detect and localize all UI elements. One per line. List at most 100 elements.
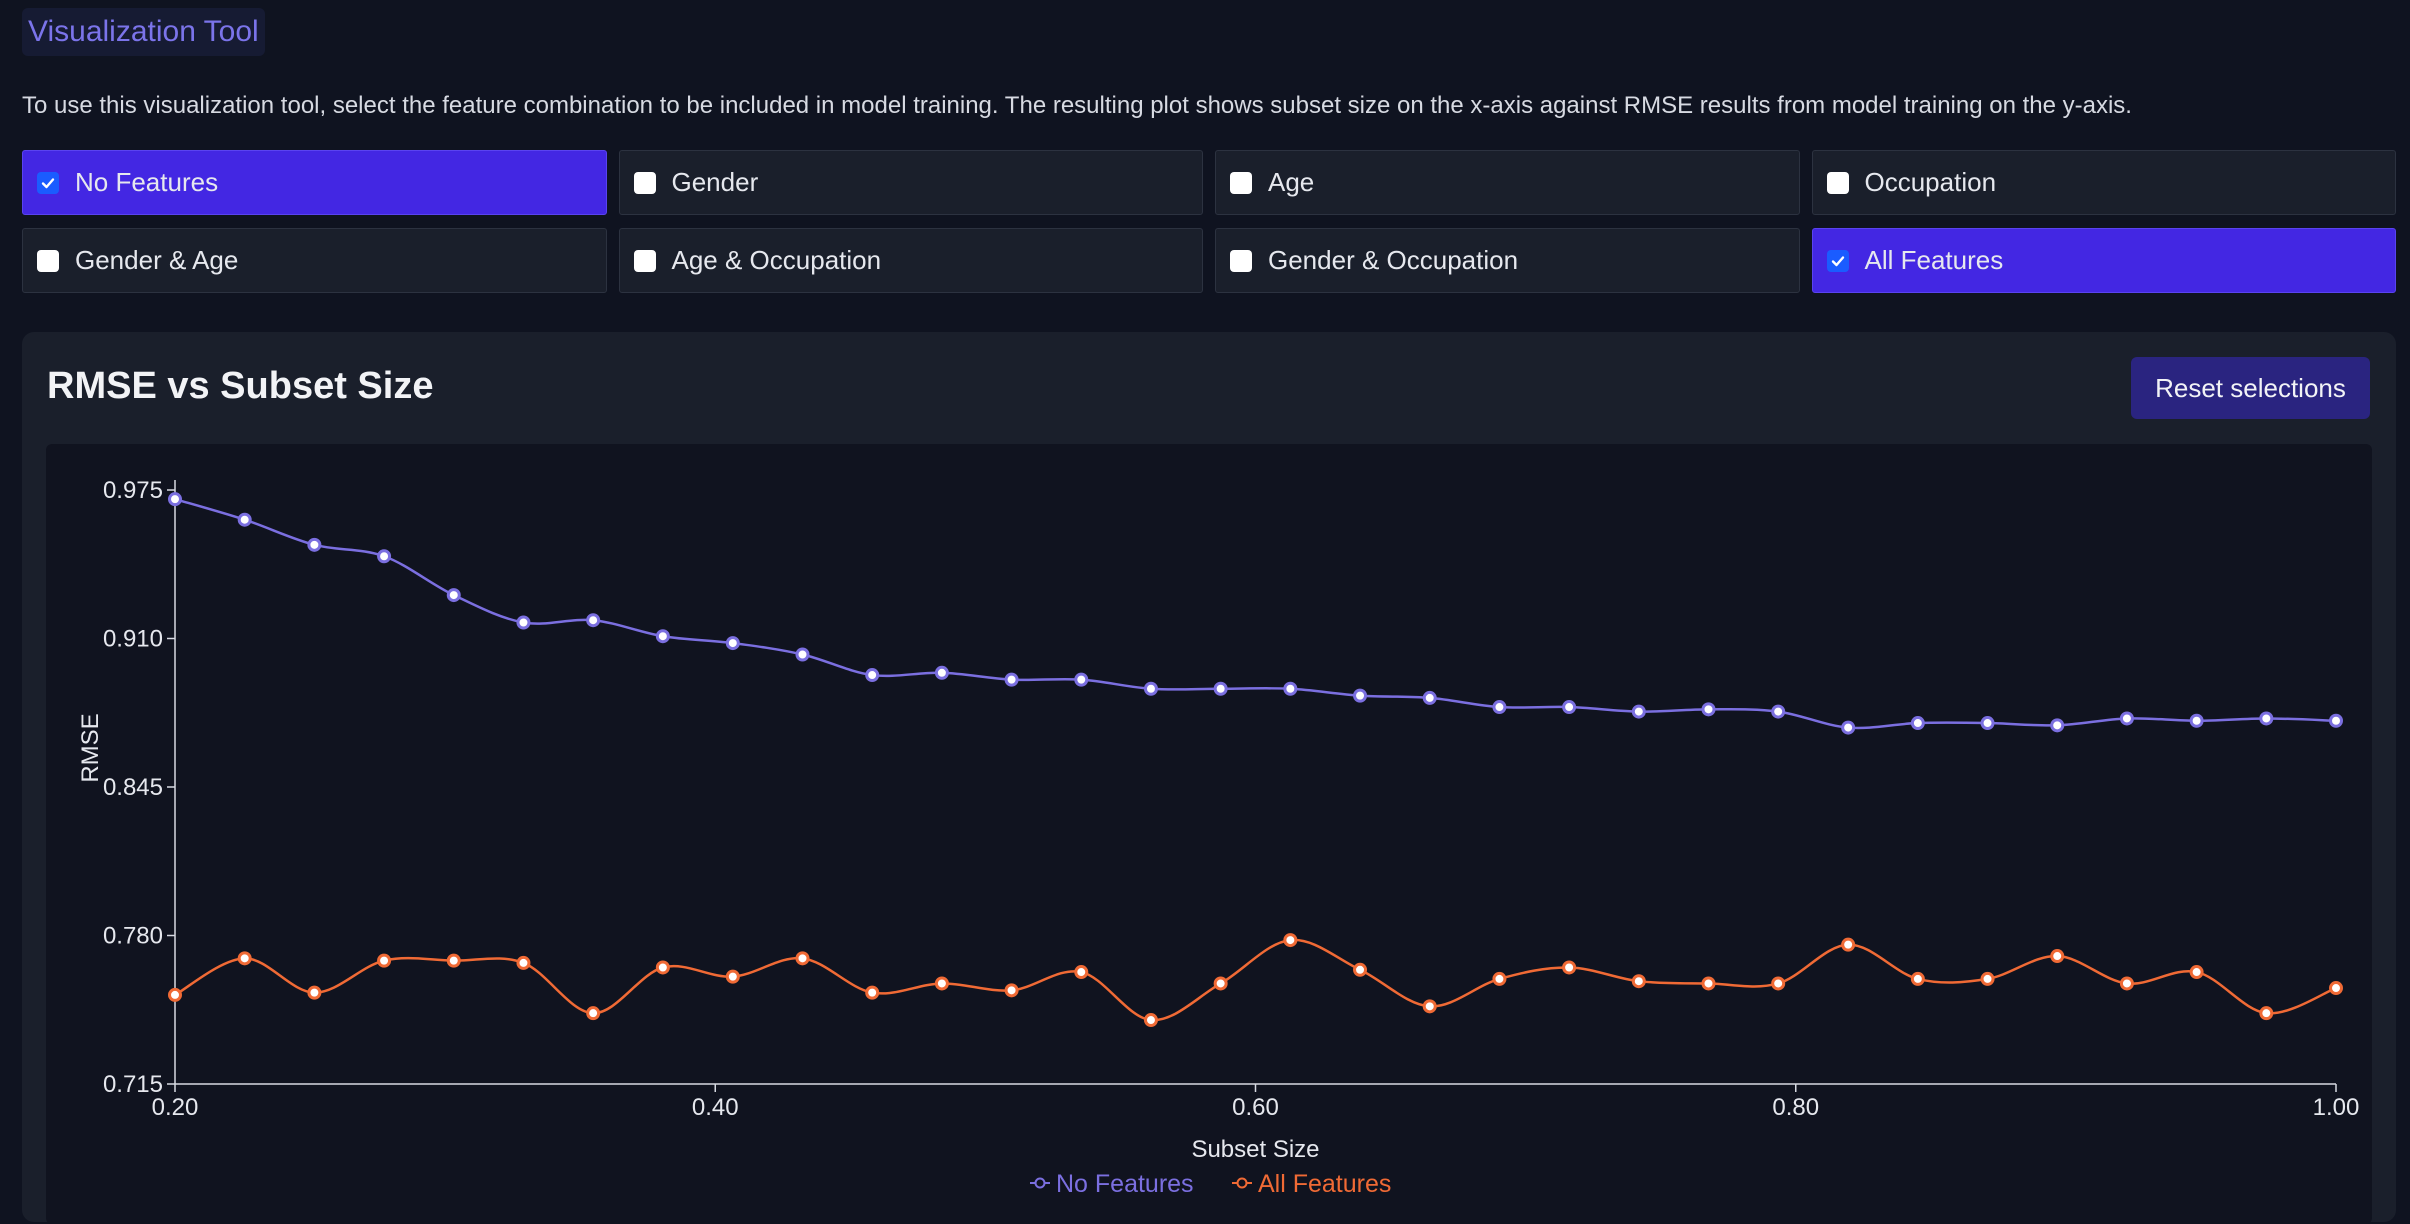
x-tick-label: 0.60 (1232, 1094, 1279, 1121)
data-point-all-features (934, 976, 949, 991)
data-point-no-features (1213, 681, 1228, 696)
x-tick-label: 0.20 (152, 1094, 199, 1121)
data-point-all-features (2050, 949, 2065, 964)
checkbox[interactable] (633, 249, 656, 272)
check-icon (1831, 255, 1844, 266)
checkbox[interactable] (1230, 249, 1252, 272)
y-tick-label: 0.715 (103, 1071, 163, 1098)
reset-selections-button[interactable]: Reset selections (2131, 357, 2370, 419)
data-point-all-features (2119, 976, 2134, 991)
data-point-all-features (655, 960, 670, 975)
y-tick-label: 0.780 (103, 923, 163, 950)
data-point-all-features (237, 951, 252, 966)
data-point-all-features (1422, 999, 1437, 1014)
checkbox[interactable] (1230, 171, 1252, 194)
data-point-no-features (1492, 700, 1507, 715)
option-label: All Features (1864, 245, 2004, 275)
checkbox[interactable] (37, 171, 59, 194)
data-point-all-features (795, 951, 810, 966)
data-point-all-features (168, 987, 182, 1002)
checkbox[interactable] (1826, 171, 1849, 194)
data-point-no-features (1004, 672, 1019, 687)
option-label: Age (1268, 167, 1315, 197)
data-point-no-features (795, 647, 810, 662)
option-label: No Features (75, 167, 219, 197)
option-age-occupation[interactable]: Age & Occupation (618, 228, 1203, 293)
option-gender[interactable]: Gender (618, 150, 1203, 215)
legend-swatch-marker-all-features (1236, 1177, 1248, 1189)
option-label: Occupation (1864, 167, 1997, 197)
data-point-no-features (168, 492, 182, 507)
data-point-no-features (1074, 672, 1089, 687)
data-point-no-features (934, 665, 949, 680)
y-tick-label: 0.975 (103, 477, 163, 504)
data-point-all-features (377, 953, 392, 968)
data-point-no-features (725, 636, 740, 651)
legend-label-all-features: All Features (1258, 1170, 1391, 1198)
data-point-no-features (1283, 681, 1298, 696)
intro-text: To use this visualization tool, select t… (22, 92, 2132, 119)
data-point-all-features (1492, 971, 1507, 986)
data-point-all-features (725, 969, 740, 984)
data-point-no-features (1910, 716, 1925, 731)
data-point-no-features (2050, 718, 2065, 733)
data-point-no-features (446, 588, 461, 603)
data-point-no-features (1980, 716, 1995, 731)
data-point-no-features (2329, 713, 2343, 728)
tool-title: Visualization Tool (22, 8, 265, 56)
data-point-no-features (655, 629, 670, 644)
data-point-all-features (516, 955, 531, 970)
chart-area: 0.975 0.910 0.845 0.780 0.715 0.20 0.40 0.60 0.8… (46, 444, 2372, 1224)
data-point-no-features (1841, 720, 1856, 735)
data-point-all-features (2329, 981, 2343, 996)
data-point-all-features (1910, 971, 1925, 986)
option-age[interactable]: Age (1215, 150, 1800, 215)
checkbox[interactable] (37, 249, 59, 272)
checkbox[interactable] (1826, 249, 1849, 272)
data-point-all-features (307, 985, 322, 1000)
data-point-all-features (586, 1006, 601, 1021)
series-line-no-features (174, 497, 2337, 730)
data-point-no-features (516, 615, 531, 630)
data-point-all-features (1631, 974, 1646, 989)
option-label: Age & Occupation (671, 245, 882, 275)
data-point-all-features (1074, 965, 1089, 980)
data-point-no-features (1771, 704, 1786, 719)
chart-panel: RMSE vs Subset Size Reset selections 0.9… (22, 332, 2396, 1224)
data-point-all-features (1213, 976, 1228, 991)
data-point-no-features (1631, 704, 1646, 719)
data-point-no-features (2119, 711, 2134, 726)
option-label: Gender (671, 167, 759, 197)
feature-options: No Features Gender Age Occupation Gender… (22, 150, 2396, 293)
data-point-all-features (1701, 976, 1716, 991)
data-point-all-features (2259, 1006, 2274, 1021)
data-point-no-features (1143, 681, 1158, 696)
data-point-no-features (307, 537, 322, 552)
option-all-features[interactable]: All Features (1811, 228, 2396, 293)
checkbox[interactable] (633, 171, 656, 194)
data-point-no-features (237, 512, 252, 527)
option-label: Gender & Age (75, 245, 239, 275)
y-tick-label: 0.910 (103, 626, 163, 653)
legend-label-no-features: No Features (1056, 1170, 1194, 1198)
option-gender-age[interactable]: Gender & Age (22, 228, 607, 293)
data-point-all-features (446, 953, 461, 968)
data-point-all-features (1283, 933, 1298, 948)
x-tick-label: 1.00 (2313, 1094, 2360, 1121)
option-gender-occupation[interactable]: Gender & Occupation (1215, 228, 1800, 293)
series-line-all-features (174, 938, 2337, 1022)
option-no-features[interactable]: No Features (22, 150, 607, 215)
option-occupation[interactable]: Occupation (1811, 150, 2396, 215)
data-point-no-features (1353, 688, 1368, 703)
option-label: Gender & Occupation (1268, 245, 1519, 275)
data-point-all-features (1143, 1013, 1158, 1028)
y-tick-label: 0.845 (103, 774, 163, 801)
data-point-no-features (586, 613, 601, 628)
data-point-no-features (2259, 711, 2274, 726)
data-point-all-features (1562, 960, 1577, 975)
data-point-all-features (2189, 965, 2204, 980)
data-point-all-features (1771, 976, 1786, 991)
check-icon (41, 177, 55, 188)
data-point-all-features (1841, 937, 1856, 952)
